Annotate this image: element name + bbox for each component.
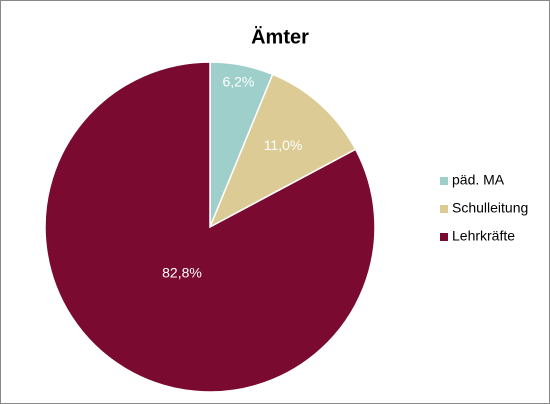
legend-label: Schulleitung — [452, 200, 528, 216]
chart-title: Ämter — [251, 25, 309, 48]
legend-label: päd. MA — [452, 172, 505, 188]
data-label: 6,2% — [222, 74, 254, 90]
legend-swatch — [440, 177, 448, 185]
legend-swatch — [440, 205, 448, 213]
legend-swatch — [440, 233, 448, 241]
data-label: 11,0% — [264, 137, 303, 153]
pie-slice — [208, 73, 357, 229]
legend-label: Lehrkräfte — [452, 228, 515, 244]
pie-slice — [44, 61, 376, 393]
data-label: 82,8% — [162, 264, 202, 280]
